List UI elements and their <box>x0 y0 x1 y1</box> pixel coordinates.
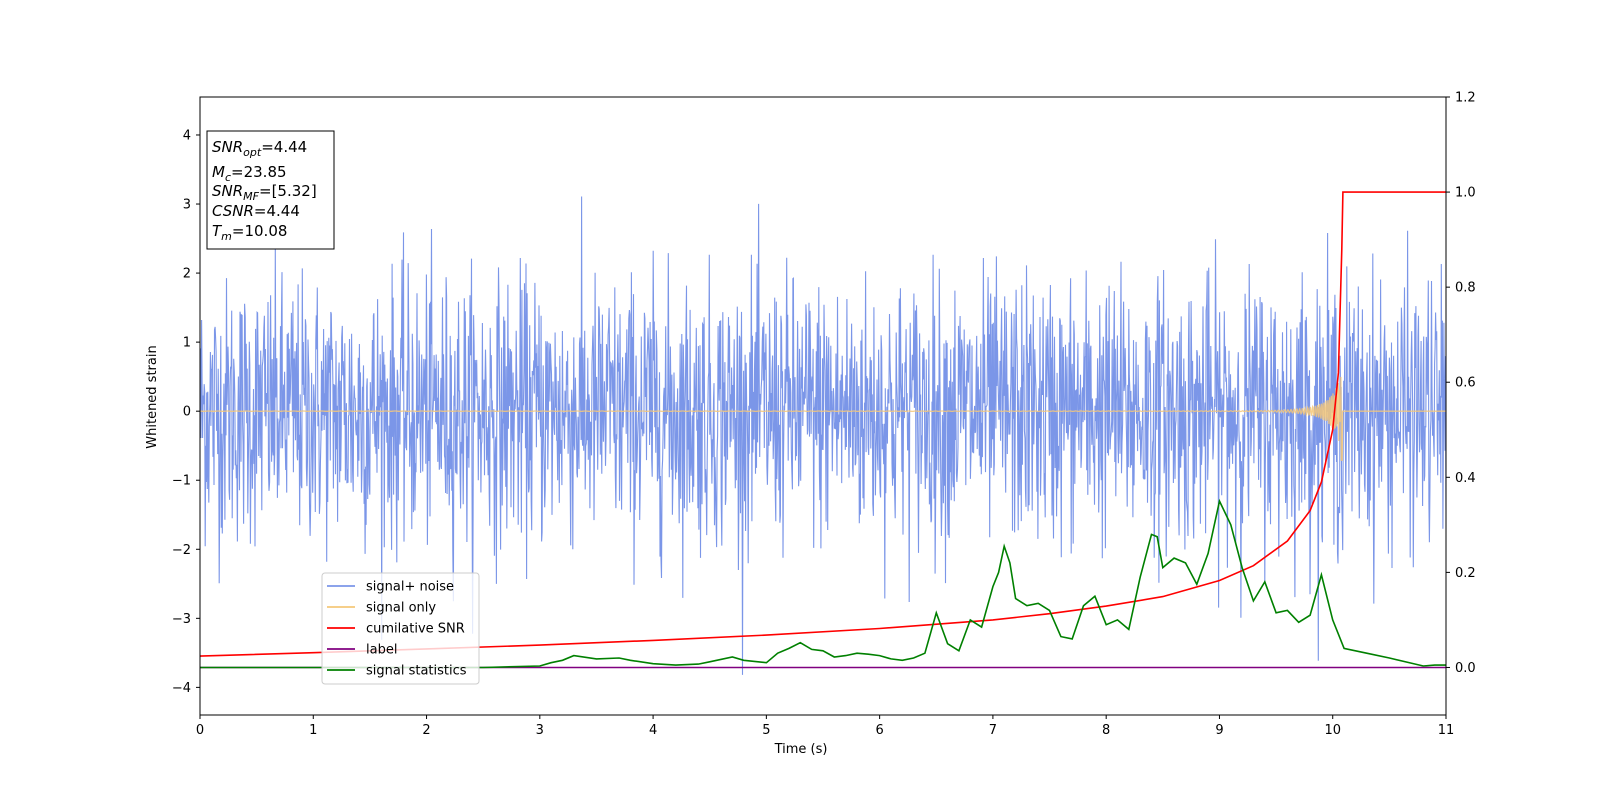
x-tick-label: 8 <box>1102 723 1110 738</box>
legend: signal+ noise signal only cumilative SNR la… <box>321 572 480 685</box>
x-tick-label: 2 <box>422 723 430 738</box>
info-box-line: CSNR=4.44 <box>212 202 300 220</box>
x-axis: 0 1 2 3 4 5 6 7 8 9 10 11 <box>196 715 1454 738</box>
y-left-tick-label: −2 <box>172 543 191 558</box>
series-signal-only <box>200 376 1446 461</box>
legend-label: label <box>366 643 397 658</box>
x-tick-label: 0 <box>196 723 204 738</box>
x-tick-label: 7 <box>989 723 997 738</box>
x-tick-label: 6 <box>875 723 883 738</box>
y-left-tick-label: −1 <box>172 474 191 489</box>
info-box-frame <box>206 130 335 250</box>
y-right-tick-label: 0.0 <box>1455 661 1476 676</box>
legend-label: signal only <box>366 601 436 616</box>
series-cumulative-snr <box>200 191 1446 657</box>
legend-frame <box>321 572 480 685</box>
y-right-tick-label: 1.0 <box>1455 186 1476 201</box>
info-box-line: SNRMF=[5.32] <box>212 182 317 203</box>
y-left-tick-label: 1 <box>183 336 191 351</box>
x-axis-label: Time (s) <box>774 742 828 757</box>
x-tick-label: 4 <box>649 723 657 738</box>
legend-label: signal statistics <box>366 664 467 679</box>
info-box-line: Tm=10.08 <box>212 222 287 243</box>
y-axis-label: Whitened strain <box>145 345 160 448</box>
y-left-tick-label: 4 <box>183 128 191 143</box>
x-tick-label: 3 <box>536 723 544 738</box>
legend-label: cumilative SNR <box>366 622 465 637</box>
x-tick-label: 11 <box>1438 723 1455 738</box>
plot-frame <box>199 96 1447 716</box>
y-right-tick-label: 0.2 <box>1455 566 1476 581</box>
info-box-line: Mc=23.85 <box>212 163 287 184</box>
y-right-tick-label: 1.2 <box>1455 91 1476 106</box>
series-signal-statistics <box>200 498 1446 669</box>
y-axis-right: 0.0 0.2 0.4 0.6 0.8 1.0 1.2 <box>1446 91 1476 676</box>
axes-frame <box>199 96 1447 716</box>
y-left-tick-label: 2 <box>183 267 191 282</box>
y-right-tick-label: 0.8 <box>1455 281 1476 296</box>
x-tick-label: 9 <box>1215 723 1223 738</box>
y-left-tick-label: 0 <box>183 405 191 420</box>
y-left-tick-label: 3 <box>183 198 191 213</box>
info-box-line: SNRopt=4.44 <box>212 138 307 159</box>
x-tick-label: 5 <box>762 723 770 738</box>
x-tick-label: 10 <box>1324 723 1341 738</box>
y-axis-left: −4 −3 −2 −1 0 1 2 3 4 <box>172 128 200 696</box>
x-tick-label: 1 <box>309 723 317 738</box>
series-signal-noise <box>200 196 1446 675</box>
y-right-tick-label: 0.4 <box>1455 471 1476 486</box>
y-right-tick-label: 0.6 <box>1455 376 1476 391</box>
y-left-tick-label: −3 <box>172 612 191 627</box>
legend-label: signal+ noise <box>366 580 454 595</box>
info-box: SNRopt=4.44 Mc=23.85SNRMF=[5.32]CSNR=4.44… <box>206 130 335 250</box>
y-left-tick-label: −4 <box>172 681 191 696</box>
